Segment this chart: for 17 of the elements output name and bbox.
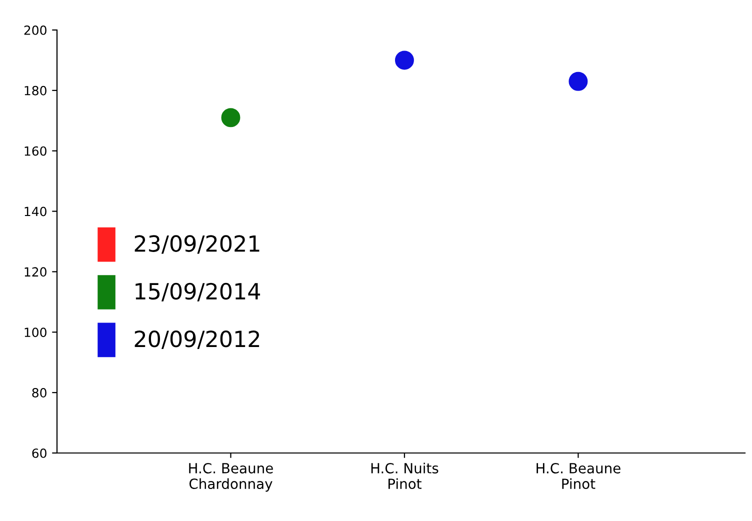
y-tick-label: 60 <box>32 448 46 458</box>
legend-label: 20/09/2012 <box>134 330 260 350</box>
y-tick-label: 180 <box>24 86 46 96</box>
y-tick-label: 100 <box>24 328 46 338</box>
y-tick-label: 200 <box>24 25 46 35</box>
y-tick-label: 140 <box>24 206 46 216</box>
y-tick-label: 160 <box>24 146 46 156</box>
legend-label: 23/09/2021 <box>134 235 260 254</box>
legend-label: 15/09/2014 <box>136 282 260 302</box>
y-tick-label: 120 <box>24 267 46 277</box>
x-tick-label: H.C. Nuits Pinot <box>371 462 438 490</box>
point <box>568 72 588 91</box>
x-tick-label: H.C. Beaune Chardonnay <box>189 462 273 492</box>
x-tick-label: H.C. Beaune Pinot <box>536 462 620 490</box>
y-tick-label: 80 <box>32 388 46 398</box>
point <box>394 50 414 70</box>
point <box>221 108 240 128</box>
